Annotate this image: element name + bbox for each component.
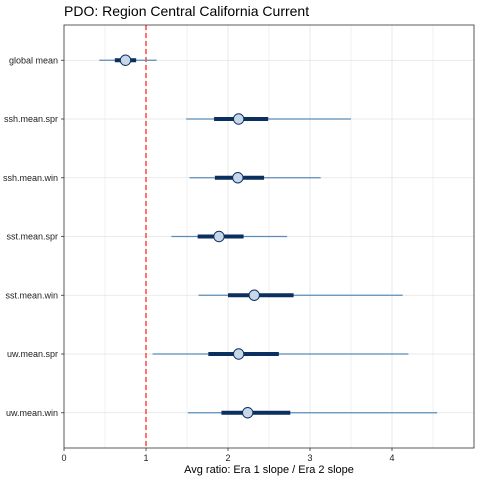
marks [99, 54, 438, 419]
x-tick-label: 2 [225, 453, 230, 463]
point-estimate [232, 348, 245, 360]
chart-title: PDO: Region Central California Current [64, 3, 309, 19]
y-tick-label: sst.mean.spr [6, 232, 58, 242]
x-tick-label: 4 [389, 453, 394, 463]
y-tick-label: global mean [9, 55, 58, 65]
y-tick-label: ssh.mean.win [3, 173, 58, 183]
y-tick-label: uw.mean.spr [7, 349, 58, 359]
y-tick-label: ssh.mean.spr [4, 114, 58, 124]
y-tick-label: sst.mean.win [5, 290, 58, 300]
point-estimate [119, 54, 132, 66]
point-estimate [213, 230, 225, 243]
y-axis: global mean ssh.mean.spr ssh.mean.win sst.m… [3, 55, 64, 418]
point-estimate [241, 407, 254, 419]
point-estimate [248, 289, 260, 301]
x-tick-label: 0 [61, 453, 66, 463]
x-axis: 0 1 2 3 4 [61, 448, 395, 463]
x-tick-label: 1 [143, 453, 148, 463]
x-tick-label: 3 [307, 453, 312, 463]
x-axis-title: Avg ratio: Era 1 slope / Era 2 slope [184, 464, 354, 476]
y-tick-label: uw.mean.win [6, 408, 58, 418]
point-estimate [232, 172, 244, 184]
point-estimate [232, 113, 245, 125]
